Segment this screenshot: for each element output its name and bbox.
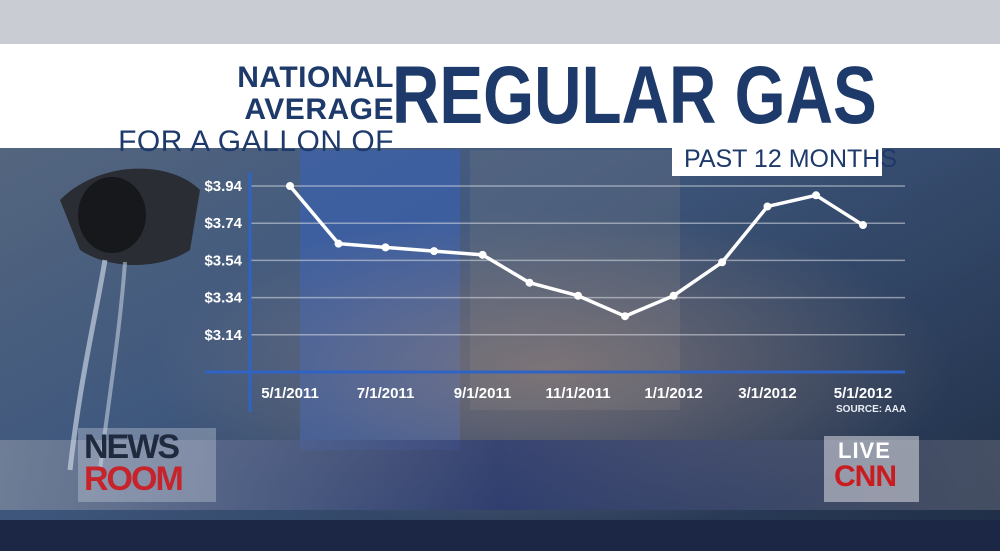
newsroom-logo-line-1: NEWS bbox=[84, 428, 180, 466]
data-point bbox=[574, 291, 583, 300]
x-tick-label: 11/1/2011 bbox=[546, 385, 611, 402]
y-tick-label: $3.14 bbox=[204, 327, 242, 344]
x-tick-labels: 5/1/2011 7/1/2011 9/1/2011 11/1/2011 1/1/201… bbox=[261, 385, 892, 402]
x-tick-label: 5/1/2011 bbox=[261, 385, 319, 402]
data-point bbox=[812, 191, 821, 200]
x-tick-label: 3/1/2012 bbox=[738, 385, 796, 402]
live-label: LIVE bbox=[838, 438, 891, 463]
data-point bbox=[669, 291, 678, 300]
data-point bbox=[525, 278, 534, 287]
source-note: SOURCE: AAA bbox=[836, 404, 907, 415]
title-band bbox=[0, 44, 1000, 148]
data-point bbox=[334, 239, 343, 248]
data-points bbox=[286, 182, 867, 321]
subtitle-box bbox=[672, 142, 882, 176]
x-tick-label: 7/1/2011 bbox=[357, 385, 415, 402]
network-logo-text: CNN bbox=[834, 460, 897, 493]
y-tick-label: $3.34 bbox=[204, 290, 242, 307]
data-point bbox=[286, 182, 294, 190]
title-line-1: NATIONAL AVERAGE bbox=[237, 61, 394, 126]
y-tick-labels: $3.94 $3.74 $3.54 $3.34 $3.14 bbox=[204, 178, 242, 344]
newsroom-logo: NEWS ROOM bbox=[78, 428, 216, 502]
chart-title-main: REGULAR GAS bbox=[392, 50, 877, 141]
data-point bbox=[859, 221, 867, 230]
title-line-2: FOR A GALLON OF bbox=[118, 125, 394, 158]
chart-title-prefix: NATIONAL AVERAGE FOR A GALLON OF bbox=[104, 62, 394, 158]
data-point bbox=[718, 258, 727, 267]
data-point bbox=[478, 250, 487, 259]
newsroom-logo-line-2: ROOM bbox=[84, 460, 184, 498]
x-tick-label: 1/1/2012 bbox=[644, 385, 702, 402]
data-point bbox=[381, 243, 390, 252]
live-network-logo: LIVE CNN bbox=[824, 436, 919, 502]
data-point bbox=[621, 312, 630, 321]
x-tick-label: 5/1/2012 bbox=[834, 385, 892, 402]
chart-subtitle: PAST 12 MONTHS bbox=[684, 145, 898, 173]
gridlines bbox=[250, 185, 905, 336]
y-tick-label: $3.54 bbox=[204, 252, 242, 269]
data-point bbox=[763, 202, 772, 211]
x-tick-label: 9/1/2011 bbox=[454, 385, 512, 402]
data-point bbox=[430, 247, 439, 256]
y-tick-label: $3.94 bbox=[204, 178, 242, 195]
y-tick-label: $3.74 bbox=[204, 215, 242, 232]
